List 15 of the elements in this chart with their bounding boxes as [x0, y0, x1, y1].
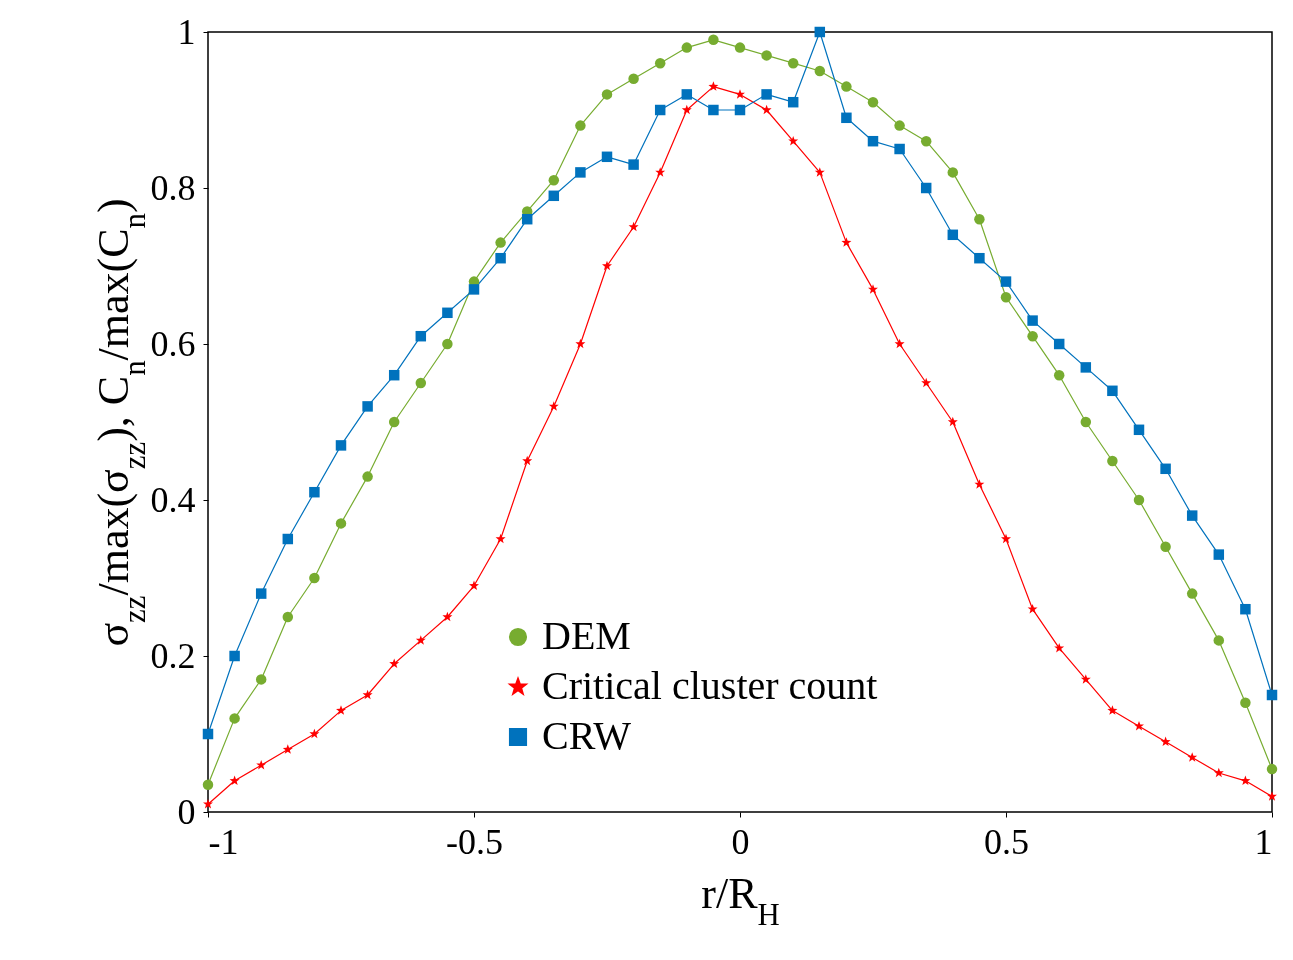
y-tick-label: 0.4 [150, 479, 196, 520]
legend-label: CRW [542, 713, 632, 758]
legend-label: DEM [542, 613, 631, 658]
y-tick-label: 0 [177, 791, 196, 832]
x-tick-label: 0.5 [984, 821, 1029, 862]
legend-label: Critical cluster count [542, 663, 878, 708]
x-axis-title: r/R$_{H}$ [701, 868, 780, 932]
y-tick-label: 1 [177, 11, 196, 52]
y-tick-label: 0.8 [150, 167, 196, 208]
x-tick-label: 0 [731, 821, 750, 862]
y-tick-label: 0.2 [150, 635, 196, 676]
x-tick-label: -1 [208, 821, 239, 862]
y-tick-label: 0.6 [150, 323, 196, 364]
x-tick-label: -0.5 [446, 821, 503, 862]
x-tick-label: 1 [1254, 821, 1273, 862]
